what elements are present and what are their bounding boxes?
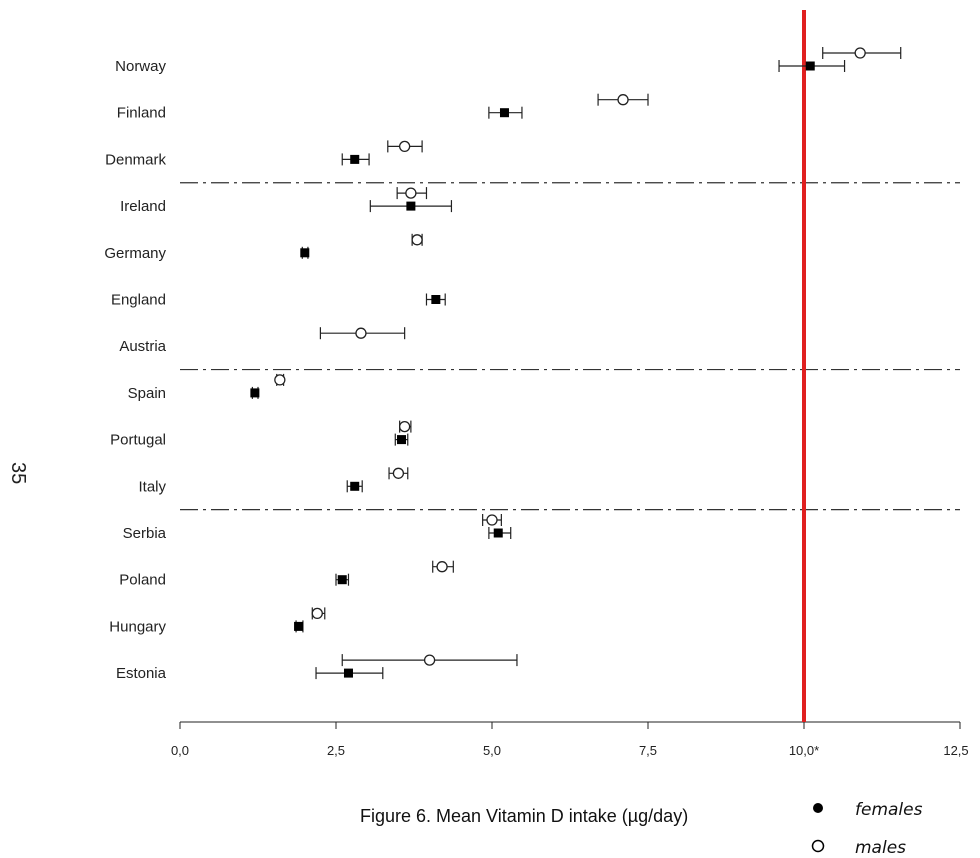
x-axis: 0,0 2,5 5,0 7,5 10,0* 12,5 [171,721,969,758]
group-separators [180,182,960,511]
point-females-estonia [343,668,353,678]
point-females-denmark [350,154,360,164]
country-label-poland: Poland [119,572,166,589]
country-label-portugal: Portugal [110,432,166,449]
x-tick-label-0: 0,0 [171,743,189,758]
x-tick-label-5: 12,5 [943,743,968,758]
data-marks [250,47,902,680]
point-males-germany [411,234,423,246]
point-females-england [431,295,441,304]
country-label-ireland: Ireland [120,198,166,215]
point-males-italy [392,467,405,479]
point-females-norway [805,61,815,71]
x-tick-label-2: 5,0 [483,743,501,758]
country-label-england: England [111,292,166,309]
country-label-finland: Finland [117,105,166,122]
point-males-spain [274,374,286,386]
point-males-portugal [398,420,411,433]
country-label-germany: Germany [104,245,166,262]
point-females-italy [350,481,360,491]
legend-females-marker [813,803,823,813]
point-females-finland [499,108,509,118]
legend-males-label: males [855,838,906,858]
country-label-denmark: Denmark [105,151,166,168]
chart-title: Figure 6. Mean Vitamin D intake (µg/day) [360,806,688,826]
country-label-estonia: Estonia [116,665,167,682]
point-females-poland [337,575,347,585]
point-males-austria [355,327,367,339]
country-label-spain: Spain [128,385,166,402]
page-number: 35 [7,462,29,484]
point-females-hungary [294,621,304,631]
x-tick-label-3: 7,5 [639,743,657,758]
country-label-italy: Italy [138,478,166,495]
country-label-serbia: Serbia [123,525,167,542]
point-females-germany [300,248,310,258]
point-females-portugal [397,435,407,445]
legend: females males [811,800,923,858]
point-females-ireland [406,201,416,211]
point-males-serbia [486,514,498,526]
legend-males-marker [811,839,825,853]
legend-females-label: females [855,800,923,820]
point-males-estonia [423,654,436,666]
point-males-hungary [311,607,323,620]
country-label-austria: Austria [119,338,166,355]
country-label-norway: Norway [115,58,166,75]
point-males-finland [617,94,629,106]
point-males-ireland [405,187,417,199]
country-labels: Norway Finland Denmark Ireland Germany Englan… [104,58,166,682]
x-tick-label-4: 10,0* [789,743,819,758]
x-tick-label-1: 2,5 [327,743,345,758]
point-males-poland [436,561,448,573]
point-males-norway [854,47,866,59]
point-males-denmark [398,140,411,153]
point-females-serbia [493,528,503,538]
country-label-hungary: Hungary [109,618,166,635]
point-females-spain [250,388,260,398]
